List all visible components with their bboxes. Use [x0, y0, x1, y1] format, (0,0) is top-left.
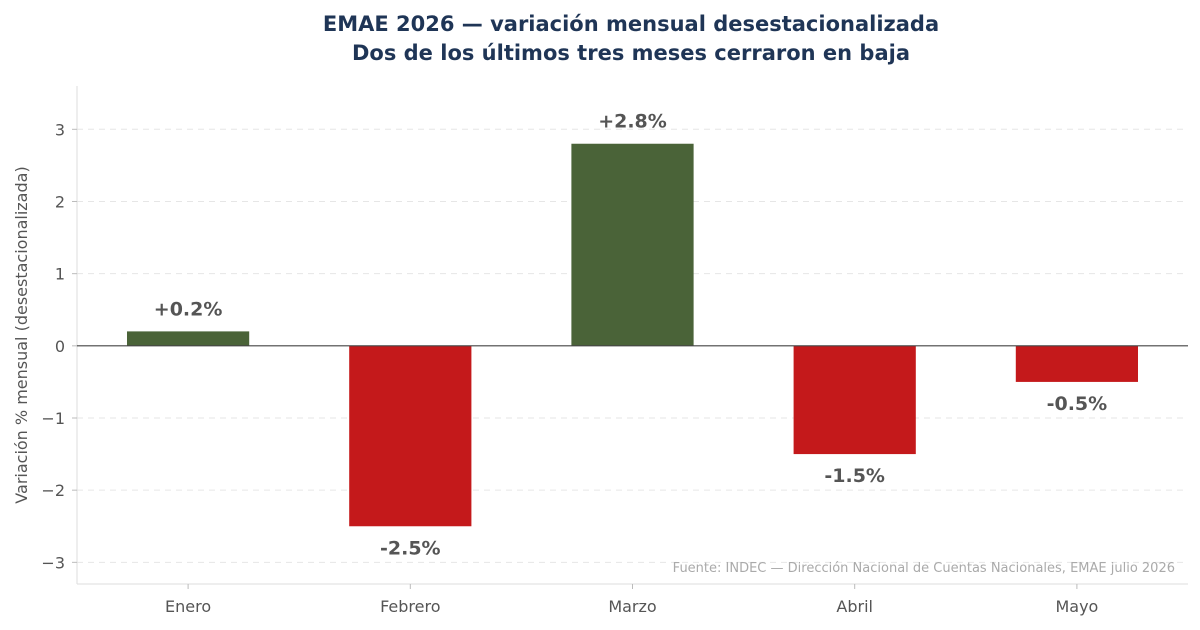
ticks: −3 −2 −1 0 1 2 3 Enero Febrero Marzo Abril Mayo [41, 120, 1098, 616]
y-tick-label: 3 [55, 120, 65, 139]
bar-abril [793, 345, 916, 455]
y-tick-label: 2 [55, 192, 65, 211]
chart-title: EMAE 2026 — variación mensual desestacio… [323, 12, 939, 36]
y-tick-label: −3 [41, 553, 65, 572]
x-tick-label: Mayo [1055, 597, 1098, 616]
chart-subtitle: Dos de los últimos tres meses cerraron e… [352, 41, 910, 65]
data-label: -2.5% [380, 537, 441, 559]
bar-mayo [1015, 345, 1139, 382]
data-label: +0.2% [154, 298, 223, 320]
y-tick-label: 0 [55, 337, 65, 356]
x-tick-label: Marzo [608, 597, 656, 616]
y-axis-label: Variación % mensual (desestacionalizada) [12, 166, 31, 503]
x-tick-label: Febrero [380, 597, 440, 616]
y-tick-label: −1 [41, 409, 65, 428]
data-labels: +0.2% -2.5% +2.8% -1.5% -0.5% [154, 111, 1107, 560]
x-tick-label: Enero [165, 597, 211, 616]
y-tick-label: 1 [55, 265, 65, 284]
source-note: Fuente: INDEC — Dirección Nacional de Cu… [673, 561, 1175, 576]
data-label: -1.5% [824, 465, 885, 487]
bar-febrero [349, 345, 472, 527]
x-tick-label: Abril [836, 597, 873, 616]
bar-marzo [571, 143, 694, 346]
bar-enero [126, 331, 250, 346]
data-label: -0.5% [1047, 393, 1108, 415]
y-tick-label: −2 [41, 481, 65, 500]
data-label: +2.8% [598, 111, 667, 133]
bars [126, 143, 1139, 527]
